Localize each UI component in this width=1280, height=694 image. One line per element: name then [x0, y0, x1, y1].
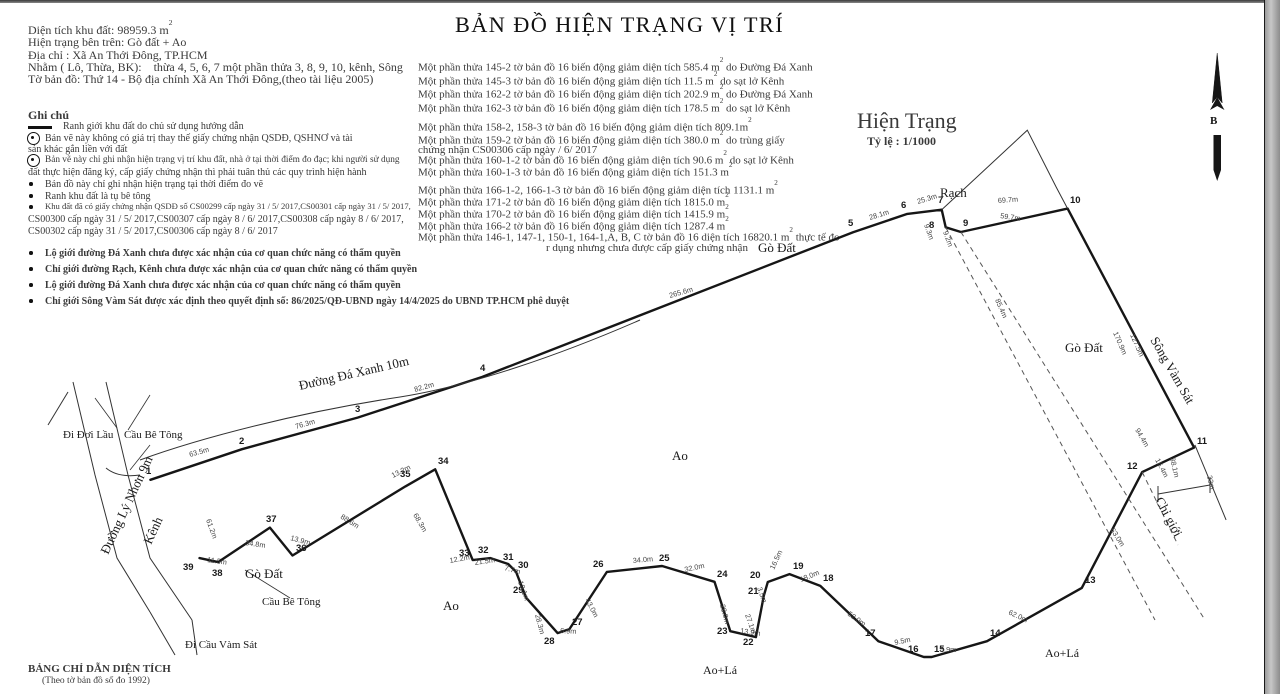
- svg-text:43.0m: 43.0m: [583, 597, 600, 619]
- svg-text:2: 2: [239, 436, 244, 447]
- svg-text:39: 39: [183, 562, 194, 573]
- svg-text:12: 12: [1127, 461, 1138, 472]
- svg-text:Đường Đá Xanh 10m: Đường Đá Xanh 10m: [297, 353, 410, 393]
- svg-text:69.7m: 69.7m: [998, 195, 1019, 205]
- svg-text:Đi Đơi Lầu: Đi Đơi Lầu: [63, 429, 114, 441]
- svg-text:170.9m: 170.9m: [1111, 330, 1129, 356]
- svg-text:Cầu Bê Tông: Cầu Bê Tông: [262, 596, 321, 608]
- svg-text:12.2m: 12.2m: [449, 553, 471, 565]
- svg-text:Ao: Ao: [443, 598, 459, 613]
- svg-text:28: 28: [544, 636, 555, 647]
- svg-text:62.0m: 62.0m: [1007, 608, 1029, 625]
- svg-text:11: 11: [1197, 436, 1208, 447]
- svg-text:23: 23: [717, 626, 728, 637]
- svg-text:94.4m: 94.4m: [1133, 427, 1151, 449]
- svg-text:Gò Đất: Gò Đất: [245, 566, 283, 581]
- svg-text:21.5m: 21.5m: [474, 555, 495, 567]
- svg-text:63.5m: 63.5m: [188, 445, 210, 459]
- svg-text:6.9m: 6.9m: [560, 626, 577, 636]
- svg-text:Sông Vàm Sát: Sông Vàm Sát: [1147, 334, 1198, 407]
- svg-text:6: 6: [901, 200, 906, 211]
- svg-text:28.3m: 28.3m: [533, 613, 547, 635]
- svg-text:Đi Cầu Vàm Sát: Đi Cầu Vàm Sát: [185, 639, 257, 651]
- svg-text:Gò Đất: Gò Đất: [1065, 340, 1103, 355]
- svg-text:85.4m: 85.4m: [993, 297, 1009, 319]
- svg-text:Cầu Bê Tông: Cầu Bê Tông: [124, 429, 183, 441]
- svg-text:5: 5: [848, 218, 854, 229]
- svg-text:34: 34: [438, 456, 449, 467]
- svg-text:Ao: Ao: [672, 448, 688, 463]
- svg-text:13: 13: [1085, 575, 1096, 586]
- svg-text:32: 32: [478, 545, 489, 556]
- svg-text:25: 25: [659, 553, 670, 564]
- svg-text:9: 9: [963, 218, 968, 229]
- svg-text:33m: 33m: [1205, 474, 1217, 490]
- svg-text:265.6m: 265.6m: [668, 285, 694, 300]
- svg-text:127.5m: 127.5m: [1128, 332, 1146, 358]
- svg-text:3: 3: [355, 404, 360, 415]
- svg-text:22: 22: [743, 637, 754, 648]
- svg-text:Chỉ giới: Chỉ giới: [1152, 494, 1185, 539]
- svg-text:Kênh: Kênh: [140, 514, 166, 546]
- svg-text:32.0m: 32.0m: [684, 561, 706, 574]
- svg-text:16: 16: [908, 644, 919, 655]
- svg-text:Gò Đất: Gò Đất: [758, 240, 796, 255]
- svg-text:31: 31: [503, 552, 514, 563]
- svg-text:14: 14: [990, 628, 1001, 639]
- svg-text:B: B: [1210, 115, 1218, 127]
- svg-text:25.3m: 25.3m: [916, 191, 938, 206]
- svg-text:38: 38: [212, 568, 223, 579]
- svg-text:Ao+Lá: Ao+Lá: [1045, 646, 1080, 660]
- svg-text:16.5m: 16.5m: [768, 549, 785, 571]
- svg-text:9.2m: 9.2m: [941, 230, 955, 248]
- svg-text:28.0m: 28.0m: [718, 603, 732, 625]
- svg-text:20: 20: [750, 570, 761, 581]
- svg-text:61.2m: 61.2m: [204, 518, 219, 540]
- svg-text:Rạch: Rạch: [940, 185, 967, 200]
- svg-text:19: 19: [793, 561, 804, 572]
- svg-text:10: 10: [1070, 195, 1081, 206]
- svg-text:5.9m: 5.9m: [940, 645, 956, 654]
- svg-text:34.0m: 34.0m: [632, 554, 653, 565]
- svg-text:11.5m: 11.5m: [207, 555, 228, 567]
- svg-text:52.0m: 52.0m: [846, 609, 868, 628]
- svg-text:18: 18: [823, 573, 834, 584]
- svg-text:34.8m: 34.8m: [245, 538, 266, 550]
- svg-text:17: 17: [865, 628, 876, 639]
- svg-text:24: 24: [717, 569, 728, 580]
- svg-text:37: 37: [266, 514, 277, 525]
- svg-text:59.7m: 59.7m: [1000, 211, 1021, 223]
- svg-text:4: 4: [480, 363, 486, 374]
- svg-text:26: 26: [593, 559, 604, 570]
- svg-text:68.3m: 68.3m: [411, 512, 429, 534]
- svg-text:82.2m: 82.2m: [413, 380, 435, 394]
- svg-text:Ao+Lá: Ao+Lá: [703, 663, 738, 677]
